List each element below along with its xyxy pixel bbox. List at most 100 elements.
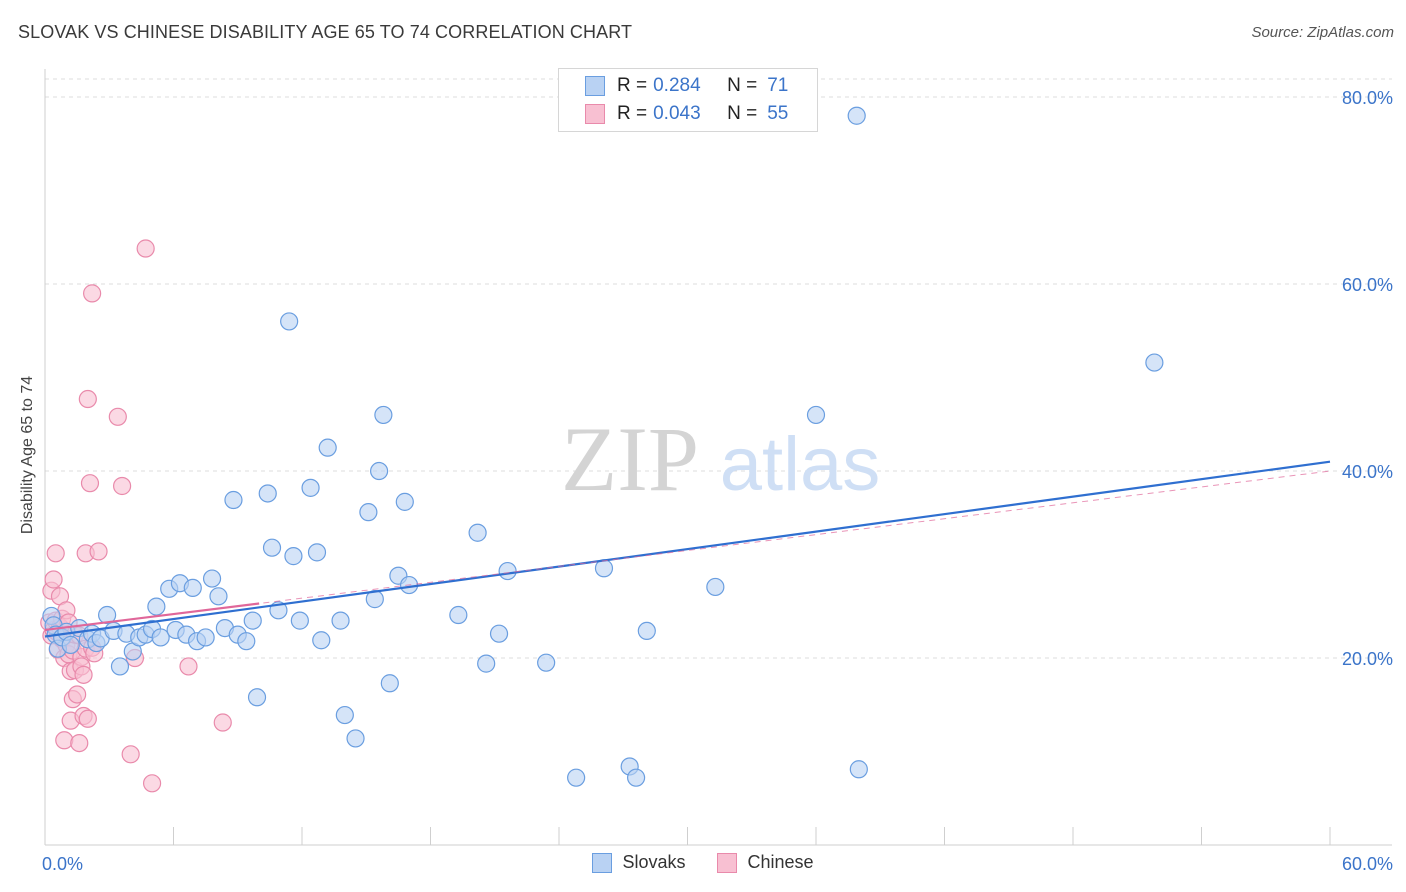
correlation-legend: R = 0.284 N = 71 R = 0.043 N = 55 bbox=[558, 68, 818, 132]
slovaks-point bbox=[183, 578, 202, 597]
r-label: R = bbox=[617, 75, 648, 96]
chinese-point bbox=[179, 657, 198, 676]
y-tick-label: 20.0% bbox=[1342, 649, 1393, 669]
slovaks-point bbox=[849, 760, 868, 779]
slovaks-point bbox=[258, 484, 277, 503]
chinese-point bbox=[78, 709, 97, 728]
watermark: ZIP atlas bbox=[561, 408, 880, 510]
chinese-point bbox=[80, 474, 100, 493]
slovaks-point bbox=[359, 503, 378, 522]
slovaks-point bbox=[290, 611, 309, 630]
slovaks-point bbox=[477, 654, 496, 673]
slovaks-point bbox=[312, 631, 331, 650]
series-legend: Slovaks Chinese bbox=[0, 852, 1406, 873]
slovaks-point bbox=[237, 632, 256, 651]
legend-item-slovaks[interactable]: Slovaks bbox=[592, 852, 685, 873]
slovaks-point bbox=[307, 543, 327, 562]
chinese-trend-line bbox=[44, 602, 260, 632]
slovaks-point bbox=[61, 635, 80, 655]
legend-row-chinese: R = 0.043 N = 55 bbox=[585, 101, 788, 127]
chinese-point bbox=[136, 239, 155, 258]
slovaks-point bbox=[537, 653, 556, 672]
chinese-point bbox=[83, 284, 102, 303]
source-label: Source: ZipAtlas.com bbox=[1251, 24, 1394, 41]
slovaks-point bbox=[374, 405, 393, 425]
slovaks-point bbox=[498, 561, 517, 581]
legend-item-chinese[interactable]: Chinese bbox=[717, 852, 814, 873]
slovaks-point bbox=[224, 490, 243, 510]
slovaks-point bbox=[370, 461, 389, 481]
slovaks-point bbox=[284, 547, 303, 566]
chinese-swatch bbox=[717, 852, 738, 873]
trend-lines bbox=[44, 460, 1331, 638]
gridlines bbox=[45, 78, 1392, 659]
chinese-point bbox=[78, 389, 97, 409]
chinese-point bbox=[74, 665, 93, 684]
slovaks-swatch bbox=[585, 76, 605, 96]
series-chinese bbox=[40, 239, 232, 793]
slovaks-point bbox=[243, 611, 262, 630]
chinese-point bbox=[68, 685, 87, 704]
slovaks-point bbox=[706, 577, 725, 597]
chart-title: SLOVAK VS CHINESE DISABILITY AGE 65 TO 7… bbox=[18, 22, 633, 42]
watermark-atlas: atlas bbox=[720, 422, 881, 507]
axes bbox=[44, 69, 1392, 846]
slovaks-point bbox=[449, 605, 468, 625]
chinese-point bbox=[46, 544, 65, 563]
slovaks-point bbox=[147, 597, 166, 616]
chinese-swatch bbox=[585, 104, 605, 124]
slovaks-r-value: 0.284 bbox=[653, 75, 701, 96]
slovaks-point bbox=[380, 674, 399, 693]
slovaks-point bbox=[262, 538, 282, 557]
x-tick-label: 0.0% bbox=[42, 854, 83, 874]
slovaks-point bbox=[1145, 353, 1164, 372]
tick-labels: 20.0% 40.0% 60.0% 80.0% 0.0% 60.0% bbox=[42, 88, 1393, 874]
slovaks-point bbox=[346, 729, 365, 748]
chinese-trend-dashed bbox=[44, 470, 1331, 631]
slovaks-point bbox=[209, 587, 228, 606]
slovaks-trend-line bbox=[44, 460, 1331, 638]
slovaks-point bbox=[331, 611, 350, 630]
slovaks-point bbox=[318, 438, 337, 457]
chinese-label: Chinese bbox=[747, 852, 814, 872]
chinese-n-value: 55 bbox=[767, 103, 789, 124]
slovaks-point bbox=[489, 624, 509, 643]
slovaks-point bbox=[98, 605, 117, 625]
chinese-point bbox=[89, 542, 108, 561]
chinese-point bbox=[70, 733, 89, 753]
y-tick-label: 60.0% bbox=[1342, 275, 1393, 295]
chinese-point bbox=[55, 731, 74, 750]
chinese-point bbox=[112, 476, 132, 496]
slovaks-point bbox=[202, 569, 222, 588]
watermark-zip: ZIP bbox=[561, 408, 699, 510]
y-tick-label: 80.0% bbox=[1342, 88, 1393, 108]
chinese-point bbox=[142, 774, 162, 793]
chinese-point bbox=[44, 570, 63, 589]
slovaks-point bbox=[567, 768, 586, 787]
slovaks-point bbox=[151, 628, 170, 647]
slovaks-point bbox=[395, 492, 414, 511]
slovaks-point bbox=[626, 768, 646, 787]
slovaks-point bbox=[637, 621, 656, 640]
x-tick-label: 60.0% bbox=[1342, 854, 1393, 874]
slovaks-label: Slovaks bbox=[622, 852, 686, 872]
slovaks-point bbox=[847, 106, 866, 125]
slovaks-point bbox=[280, 312, 299, 331]
chinese-point bbox=[108, 407, 127, 426]
chinese-point bbox=[121, 745, 140, 764]
slovaks-swatch bbox=[592, 852, 613, 873]
chinese-point bbox=[213, 713, 232, 732]
slovaks-point bbox=[196, 628, 215, 647]
legend-row-slovaks: R = 0.284 N = 71 bbox=[585, 73, 788, 99]
chinese-r-value: 0.043 bbox=[653, 103, 701, 124]
slovaks-n-value: 71 bbox=[767, 75, 789, 96]
n-label: N = bbox=[727, 103, 758, 124]
slovaks-point bbox=[806, 405, 826, 425]
slovaks-point bbox=[468, 523, 487, 542]
slovaks-point bbox=[301, 478, 320, 497]
y-tick-label: 40.0% bbox=[1342, 462, 1393, 482]
slovaks-point bbox=[110, 657, 130, 676]
r-label: R = bbox=[617, 103, 648, 124]
slovaks-point bbox=[247, 688, 267, 707]
